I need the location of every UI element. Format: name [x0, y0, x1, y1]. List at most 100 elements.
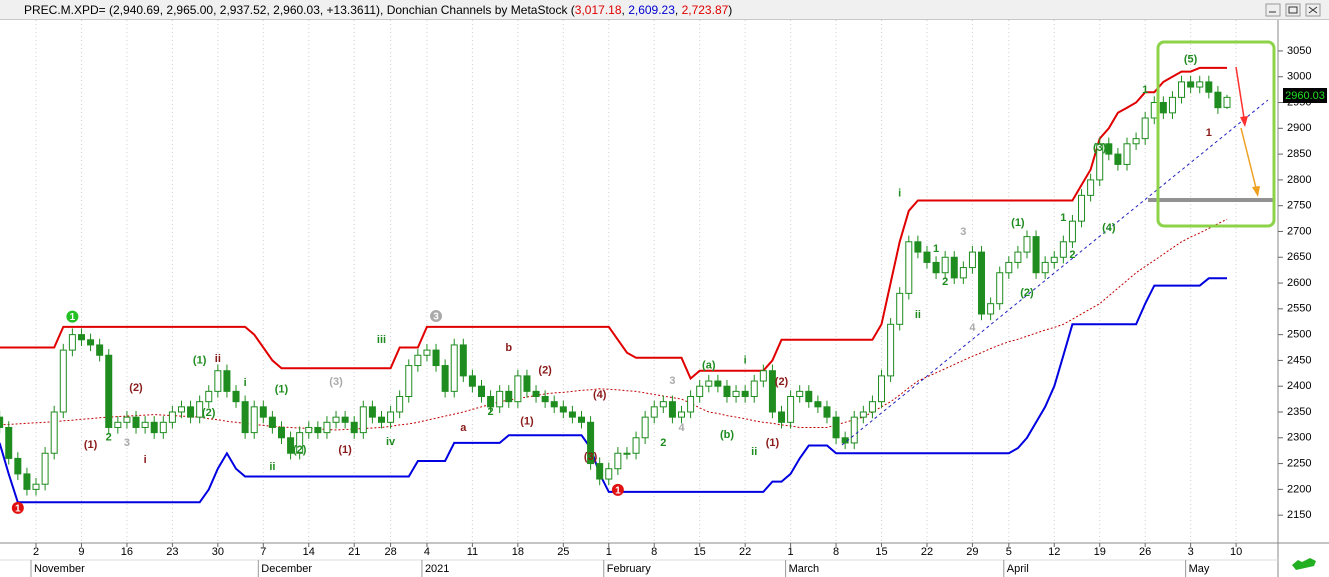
wave-label: (4)	[1102, 222, 1116, 234]
candle-body	[359, 406, 367, 434]
x-tick-label: 26	[1139, 546, 1151, 558]
candle-body	[1096, 143, 1104, 181]
candle-body	[323, 421, 331, 434]
candle-body	[1050, 256, 1058, 263]
candle-body	[159, 421, 167, 434]
x-tick-label: 18	[512, 546, 524, 558]
candle-body	[96, 344, 104, 356]
header-text: 2,723.87	[681, 3, 729, 17]
wave-label: 2	[942, 276, 948, 288]
candle-body	[1168, 96, 1176, 114]
candle-body	[1223, 96, 1231, 108]
candle-body	[714, 380, 722, 387]
month-label: 2021	[425, 563, 449, 575]
candle-body	[277, 426, 285, 439]
wave-label: 2	[488, 406, 494, 418]
y-tick-label: 2300	[1287, 432, 1311, 444]
arrow-red	[1235, 66, 1245, 119]
wave-label: (1)	[1011, 217, 1025, 229]
candle-body	[1059, 241, 1067, 258]
wave-label: (1)	[84, 439, 98, 451]
candle-body	[623, 452, 631, 455]
candle-body	[1032, 236, 1040, 274]
candle-body	[68, 334, 76, 351]
y-tick-label: 2650	[1287, 251, 1311, 263]
x-tick-label: 2	[33, 546, 39, 558]
y-tick-label: 2850	[1287, 148, 1311, 160]
wave-label: ii	[915, 309, 921, 321]
trend-line	[841, 99, 1269, 446]
candle-body	[996, 272, 1004, 305]
candle-body	[5, 426, 13, 459]
y-tick-label: 2450	[1287, 354, 1311, 366]
x-tick-label: 1	[788, 546, 794, 558]
wave-label: (5)	[1184, 54, 1198, 66]
candle-body	[1005, 261, 1013, 274]
month-label: April	[1007, 563, 1029, 575]
candle-body	[414, 354, 422, 367]
candle-body	[905, 241, 913, 294]
candle-body	[914, 241, 922, 253]
candle-body	[568, 411, 576, 418]
candle-body	[150, 421, 158, 434]
wave-label: (1)	[193, 354, 207, 366]
header-text: 2,609.23	[628, 3, 675, 17]
maximize-button[interactable]	[1285, 3, 1301, 17]
candle-body	[223, 370, 231, 392]
wave-label: iv	[386, 436, 396, 448]
y-tick-label: 2400	[1287, 380, 1311, 392]
wave-label: (3)	[1093, 142, 1107, 154]
arrow-head-red	[1240, 116, 1248, 127]
candle-body	[241, 401, 249, 434]
wave-label: 1	[70, 312, 76, 323]
candle-body	[1150, 102, 1158, 119]
wave-label: 3	[669, 375, 675, 387]
wave-label: 4	[969, 322, 976, 334]
x-tick-label: 22	[921, 546, 933, 558]
minimize-button[interactable]	[1265, 3, 1281, 17]
y-tick-label: 2600	[1287, 277, 1311, 289]
candle-body	[632, 437, 640, 454]
candle-body	[23, 473, 31, 490]
wave-label: 1	[1142, 84, 1148, 96]
candle-body	[878, 375, 886, 403]
wave-label: (2)	[538, 365, 552, 377]
wave-label: i	[244, 377, 247, 389]
candle-body	[959, 267, 967, 279]
candle-body	[350, 421, 358, 434]
wave-label: 3	[124, 437, 130, 449]
candle-body	[1068, 220, 1076, 243]
month-label: May	[1189, 563, 1210, 575]
candle-body	[559, 406, 567, 413]
wave-label: 4	[678, 422, 685, 434]
x-tick-label: 28	[384, 546, 396, 558]
candle-body	[396, 396, 404, 413]
wave-label: iii	[377, 334, 386, 346]
candle-body	[641, 416, 649, 439]
candle-body	[796, 390, 804, 398]
candle-body	[1132, 138, 1140, 145]
header-text: PREC.M.XPD= (2,940.69, 2,965.00, 2,937.5…	[24, 3, 575, 17]
candle-body	[441, 365, 449, 392]
candle-body	[1123, 143, 1131, 165]
candle-body	[814, 401, 822, 408]
candle-body	[205, 390, 213, 403]
candle-body	[259, 406, 267, 418]
wave-label: (2)	[129, 382, 143, 394]
candle-body	[105, 354, 113, 428]
x-tick-label: 1	[606, 546, 612, 558]
month-label: December	[261, 563, 312, 575]
y-tick-label: 2800	[1287, 174, 1311, 186]
candle-body	[196, 401, 204, 418]
y-tick-label: 2750	[1287, 200, 1311, 212]
x-tick-label: 8	[651, 546, 657, 558]
x-tick-label: 12	[1048, 546, 1060, 558]
candle-body	[1041, 261, 1049, 274]
drawing-tools	[841, 40, 1276, 446]
candle-body	[177, 406, 185, 413]
wave-label: (1)	[766, 437, 780, 449]
candle-body	[114, 421, 122, 428]
candle-body	[505, 390, 513, 403]
month-label: March	[789, 563, 820, 575]
wave-label: 2	[660, 437, 666, 449]
